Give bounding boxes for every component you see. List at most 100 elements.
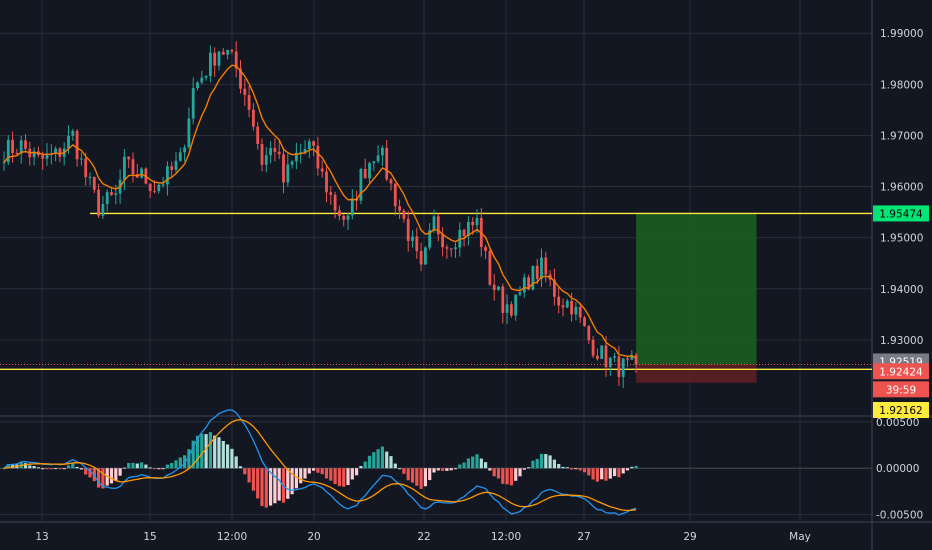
- macd-histogram-bar: [492, 468, 496, 477]
- candle-body: [260, 144, 264, 165]
- target-price-label-bg: [873, 205, 929, 222]
- candle-body: [286, 164, 290, 183]
- macd-histogram-bar: [213, 435, 217, 469]
- macd-histogram-bar: [187, 449, 191, 469]
- macd-histogram-bar: [183, 455, 187, 469]
- candle-body: [634, 354, 638, 365]
- macd-histogram-bar: [54, 468, 58, 470]
- candle-body: [234, 51, 238, 69]
- candle-body: [497, 286, 500, 290]
- x-tick-label: 29: [683, 531, 696, 543]
- macd-histogram-bar: [445, 468, 449, 471]
- candle-body: [333, 194, 337, 211]
- macd-histogram-bar: [582, 468, 587, 473]
- macd-histogram-bar: [428, 468, 432, 481]
- macd-histogram-bar: [509, 468, 513, 486]
- candle-body: [71, 130, 75, 136]
- candle-body: [505, 304, 509, 313]
- support-price-label-text: 1.92424: [879, 366, 923, 378]
- candle-body: [6, 139, 10, 163]
- candle-body: [402, 210, 406, 219]
- candle-body: [544, 257, 548, 275]
- macd-histogram-bar: [269, 468, 273, 506]
- macd-histogram-bar: [398, 468, 402, 470]
- candle-body: [174, 160, 178, 170]
- macd-histogram-bar: [131, 462, 135, 469]
- macd-histogram-bar: [6, 464, 10, 469]
- countdown-label-bg: [873, 381, 929, 398]
- candle-body: [338, 210, 341, 217]
- candle-body: [54, 148, 57, 155]
- candle-body: [200, 77, 204, 83]
- macd-line: [3, 409, 637, 516]
- candle-body: [621, 358, 625, 377]
- macd-histogram-bar: [522, 468, 526, 470]
- candle-body: [32, 151, 36, 158]
- candle-body: [183, 147, 186, 153]
- candle-body: [393, 183, 397, 207]
- macd-histogram-bar: [501, 468, 505, 484]
- candle-body: [226, 49, 229, 55]
- macd-histogram-bar: [535, 458, 539, 469]
- candle-body: [24, 140, 27, 149]
- target-price-label-text: 1.95474: [879, 208, 923, 220]
- candle-body: [80, 158, 83, 160]
- candle-body: [376, 155, 380, 162]
- macd-histogram-bar: [299, 468, 303, 484]
- macd-histogram-bar: [462, 462, 466, 469]
- macd-histogram-bar: [28, 465, 32, 469]
- stop-price-label: 1.92162: [873, 402, 929, 418]
- candle-body: [148, 183, 152, 192]
- candle-body: [178, 152, 182, 161]
- macd-histogram-bar: [479, 458, 483, 469]
- x-tick-label: 12:00: [491, 531, 521, 543]
- candle-body: [617, 356, 621, 377]
- macd-histogram-bar: [204, 434, 208, 469]
- candle-body: [140, 168, 143, 178]
- candle-body: [363, 168, 367, 179]
- macd-histogram-bar: [45, 468, 49, 470]
- macd-y-tick-label: -0.00500: [876, 510, 923, 522]
- macd-histogram-bar: [527, 467, 531, 469]
- macd-histogram-bar: [157, 468, 161, 470]
- candle-body: [428, 229, 432, 248]
- macd-histogram-bar: [544, 454, 548, 469]
- candle-body: [475, 218, 479, 226]
- candle-body: [41, 155, 45, 159]
- candle-body: [553, 279, 556, 297]
- macd-histogram-bar: [578, 468, 582, 471]
- axes: 13 15 12:00 20 22 12:00 27 29 May 1.99000 1.98000 1…: [35, 28, 923, 543]
- macd-histogram-bar: [195, 435, 200, 469]
- candle-body: [15, 153, 19, 155]
- candlestick-series: [2, 41, 638, 389]
- macd-histogram-bar: [505, 468, 509, 485]
- macd-histogram-bar: [630, 466, 634, 469]
- macd-histogram-bar: [273, 468, 277, 504]
- macd-histogram-bar: [432, 468, 436, 473]
- candle-body: [256, 126, 260, 145]
- target-price-label: 1.95474: [873, 205, 929, 222]
- candle-body: [191, 88, 195, 119]
- y-tick-label: 1.99000: [880, 28, 923, 40]
- candle-body: [277, 151, 281, 155]
- macd-histogram-bar: [608, 468, 612, 479]
- macd-histogram-bar: [152, 468, 157, 470]
- signal-line: [3, 419, 637, 512]
- macd-histogram-bar: [161, 468, 165, 470]
- candle-body: [101, 204, 105, 216]
- candle-body: [557, 296, 561, 306]
- candle-body: [381, 147, 384, 156]
- macd-histogram-bar: [260, 468, 264, 507]
- macd-histogram-bar: [217, 437, 221, 469]
- macd-histogram-bar: [122, 467, 126, 469]
- macd-histogram-bar: [475, 454, 479, 469]
- macd-histogram-bar: [23, 463, 28, 469]
- macd-histogram-bar: [286, 468, 290, 499]
- candle-body: [561, 305, 565, 308]
- x-tick-label: 12:00: [217, 531, 247, 543]
- candle-body: [290, 161, 294, 165]
- macd-histogram-bar: [565, 467, 569, 469]
- candle-body: [153, 191, 156, 193]
- candle-body: [213, 52, 217, 66]
